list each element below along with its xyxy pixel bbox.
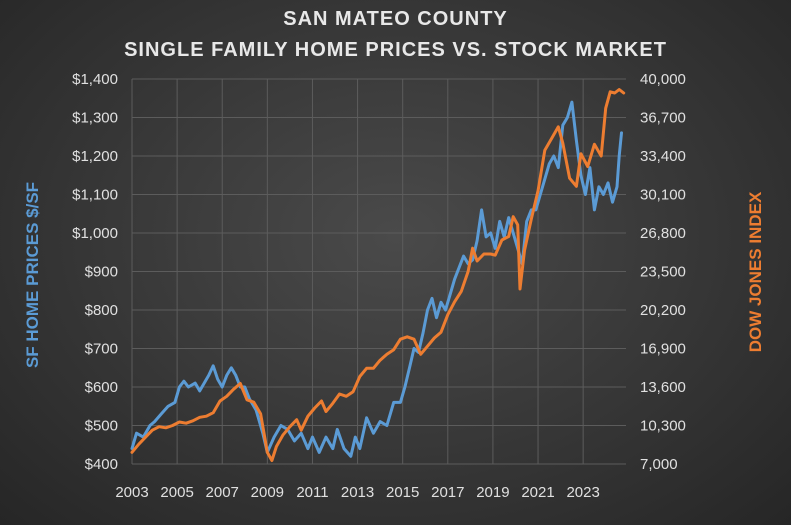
y-right-tick-label: 33,400 [640,148,686,165]
x-tick-label: 2017 [431,484,464,501]
y-left-tick-label: $800 [85,302,118,319]
x-tick-label: 2005 [160,484,193,501]
y-left-tick-label: $1,400 [72,71,118,88]
x-tick-label: 2015 [386,484,419,501]
y-left-tick-label: $500 [85,418,118,435]
y-right-tick-label: 13,600 [640,379,686,396]
y-right-tick-label: 30,100 [640,187,686,204]
y-right-tick-label: 7,000 [640,456,678,473]
x-tick-label: 2007 [206,484,239,501]
x-tick-label: 2019 [476,484,509,501]
series-lines [130,88,626,462]
x-tick-label: 2021 [521,484,554,501]
series-line-dow-jones [130,88,626,462]
y-right-tick-label: 23,500 [640,264,686,281]
x-tick-label: 2003 [115,484,148,501]
y-left-tick-label: $700 [85,341,118,358]
x-tick-label: 2011 [296,484,328,501]
y-left-tick-label: $600 [85,379,118,396]
y-axis-left-label: SF HOME PRICES $/SF [23,181,42,369]
x-tick-label: 2013 [341,484,374,501]
grid-lines [131,78,626,465]
chart-title-line-1: SAN MATEO COUNTY [283,8,508,30]
y-right-tick-label: 16,900 [640,341,686,358]
y-right-tick-label: 20,200 [640,302,686,319]
y-left-tick-label: $900 [85,264,118,281]
x-tick-label: 2023 [566,484,599,501]
y-right-tick-label: 36,700 [640,110,686,127]
y-left-tick-label: $1,000 [72,225,118,242]
y-left-tick-label: $1,300 [72,110,118,127]
x-tick-label: 2009 [251,484,284,501]
y-left-tick-label: $1,200 [72,148,118,165]
series-line-home-prices [130,100,623,458]
y-axis-right-label: DOW JONES INDEX [746,191,765,353]
y-right-tick-label: 26,800 [640,225,686,242]
y-right-tick-label: 10,300 [640,418,686,435]
chart-title-line-2: SINGLE FAMILY HOME PRICES VS. STOCK MARK… [124,39,667,61]
tick-labels: $400 7,000 $500 10,300 $600 13,600 $700 16,900 $… [72,71,686,501]
y-right-tick-label: 40,000 [640,71,686,88]
y-left-tick-label: $400 [85,456,118,473]
y-left-tick-label: $1,100 [72,187,118,204]
